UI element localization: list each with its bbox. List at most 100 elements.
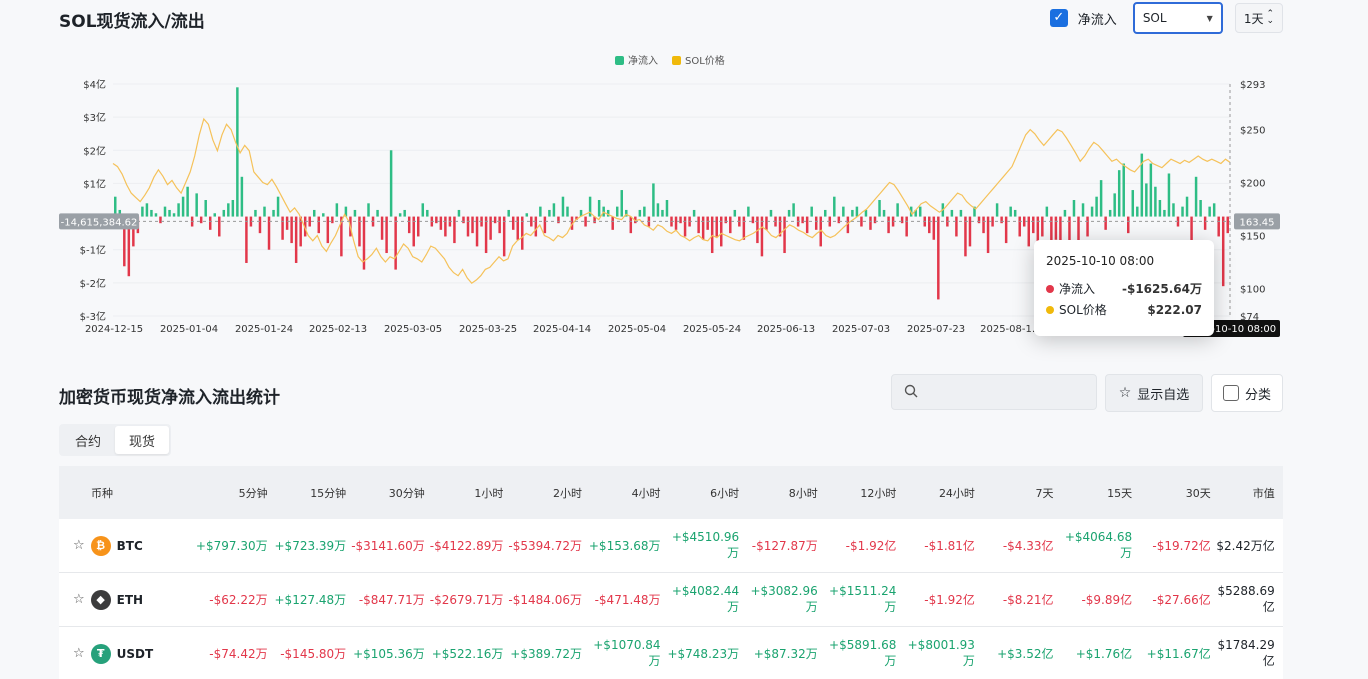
flow-cell: +$1070.84万 [593,638,661,668]
net-inflow-bar [172,213,176,217]
column-header[interactable]: 4小时 [631,486,661,500]
net-inflow-bar [1172,203,1175,217]
net-inflow-bar [765,216,768,230]
column-header[interactable]: 30天 [1185,486,1211,500]
net-inflow-bar [132,216,135,247]
net-inflow-bar [561,196,565,217]
net-inflow-bar [864,209,868,217]
net-inflow-bar [199,216,203,224]
net-inflow-bar [358,216,361,247]
table-row[interactable]: ☆ ◆ ETH -$62.22万 +$127.48万 -$847.71万 -$2679.71… [59,573,1283,627]
net-inflow-bar [557,216,560,224]
flow-cell: +$797.30万 [195,539,268,553]
net-inflow-bar [1081,203,1085,217]
star-icon[interactable]: ☆ [73,592,85,607]
net-inflow-bar [833,196,836,217]
y-tick-label-right: $100 [1240,284,1265,295]
net-inflow-bar [720,216,723,247]
star-icon[interactable]: ☆ [73,646,85,661]
column-header[interactable]: 30分钟 [388,486,425,500]
net-inflow-bar [1113,193,1116,217]
net-inflow-bar [724,216,728,224]
net-inflow-bar [435,216,438,224]
coin-symbol[interactable]: ETH [116,592,144,607]
net-inflow-bar [977,216,981,224]
net-inflow-bar [308,216,311,227]
net-inflow-bar [276,196,280,217]
net-inflow-bar [579,209,583,217]
net-inflow-bar [1086,216,1089,237]
table-row[interactable]: ☆ ₿ BTC +$797.30万 +$723.39万 -$3141.60万 -$4122.… [59,519,1283,573]
net-inflow-bar [733,209,737,217]
net-inflow-checkbox-label[interactable]: 净流入 [1077,12,1117,28]
net-inflow-bar [367,203,370,217]
column-header[interactable]: 2小时 [552,486,582,500]
flow-cell: +$5891.68万 [829,638,897,668]
net-inflow-bar [1131,190,1135,217]
flow-cell: -$27.66亿 [1152,593,1211,607]
flow-chart[interactable]: $4亿 $3亿 $2亿 $1亿 $-1亿 $-2亿 $-3亿 $293 $250 $200 $150… [0,70,1368,345]
legend-item-sol-price[interactable]: SOL价格 [672,52,725,67]
y-tick-label-right: $250 [1240,126,1265,137]
net-inflow-bar [222,209,226,217]
tab-futures[interactable]: 合约 [75,434,102,450]
table-row[interactable]: ☆ ₮ USDT -$74.42万 -$145.80万 +$105.36万 +$522.16… [59,627,1283,679]
net-inflow-bar [204,200,207,217]
column-header[interactable]: 币种 [91,486,113,500]
flow-cell: +$105.36万 [353,647,425,661]
coin-symbol[interactable]: USDT [116,646,154,661]
tab-spot[interactable]: 现货 [115,426,170,454]
column-header[interactable]: 1小时 [474,486,504,500]
category-checkbox[interactable] [1222,385,1239,401]
show-favorites-button[interactable]: ☆ 显示自选 [1105,374,1203,412]
interval-select[interactable]: 1天 ⌃ ⌄ [1234,3,1283,33]
net-inflow-bar [118,209,122,217]
net-inflow-bar [1018,216,1021,237]
net-inflow-bar [1117,170,1121,217]
net-inflow-bar [959,209,963,217]
net-inflow-bar [937,216,940,300]
flow-cell: -$1.92亿 [845,539,897,553]
flow-cell: -$127.87万 [751,539,818,553]
net-inflow-bar [878,200,881,217]
net-inflow-bar [303,216,307,237]
flow-cell: +$4510.96万 [671,530,740,560]
net-inflow-bar [584,216,587,227]
net-inflow-bar [421,203,425,217]
category-toggle[interactable]: 分类 [1211,374,1283,412]
net-inflow-bar [1149,163,1153,217]
column-header[interactable]: 7天 [1035,486,1054,500]
net-inflow-bar [1212,203,1216,217]
net-inflow-bar [1063,209,1067,217]
net-inflow-bar [701,216,705,240]
column-header[interactable]: 市值 [1252,486,1275,500]
column-header[interactable]: 6小时 [710,486,740,500]
net-inflow-bar [1208,206,1211,217]
chart-legend: 净流入 SOL价格 [615,52,725,67]
column-header[interactable]: 15分钟 [310,486,347,500]
column-header[interactable]: 8小时 [788,486,818,500]
flow-cell: -$8.21亿 [1002,593,1054,607]
net-inflow-bar [457,209,461,217]
coin-symbol[interactable]: BTC [116,538,143,553]
net-inflow-bar [914,209,917,217]
net-inflow-checkbox[interactable]: ✓ [1049,9,1068,27]
net-inflow-bar [272,209,275,217]
column-header[interactable]: 5分钟 [238,486,268,500]
coin-select[interactable]: SOL ▼ [1132,2,1223,34]
flow-cell: -$5394.72万 [508,539,582,553]
crosshair-right-box [1234,213,1280,230]
search-input[interactable] [891,374,1097,410]
column-header[interactable]: 24小时 [938,486,975,500]
column-header[interactable]: 12小时 [860,486,897,500]
column-header[interactable]: 15天 [1107,486,1133,500]
chart-controls: ✓ 净流入 SOL ▼ 1天 ⌃ ⌄ [1049,2,1283,34]
tether-icon: ₮ [90,643,111,664]
net-inflow-bar [353,209,357,217]
net-inflow-bar [1221,216,1225,287]
net-inflow-bar [466,216,470,237]
net-inflow-bar [986,216,990,254]
x-tick-label: 2025-01-04 [160,324,218,335]
legend-item-net-inflow[interactable]: 净流入 [615,52,658,67]
star-icon[interactable]: ☆ [73,538,85,553]
